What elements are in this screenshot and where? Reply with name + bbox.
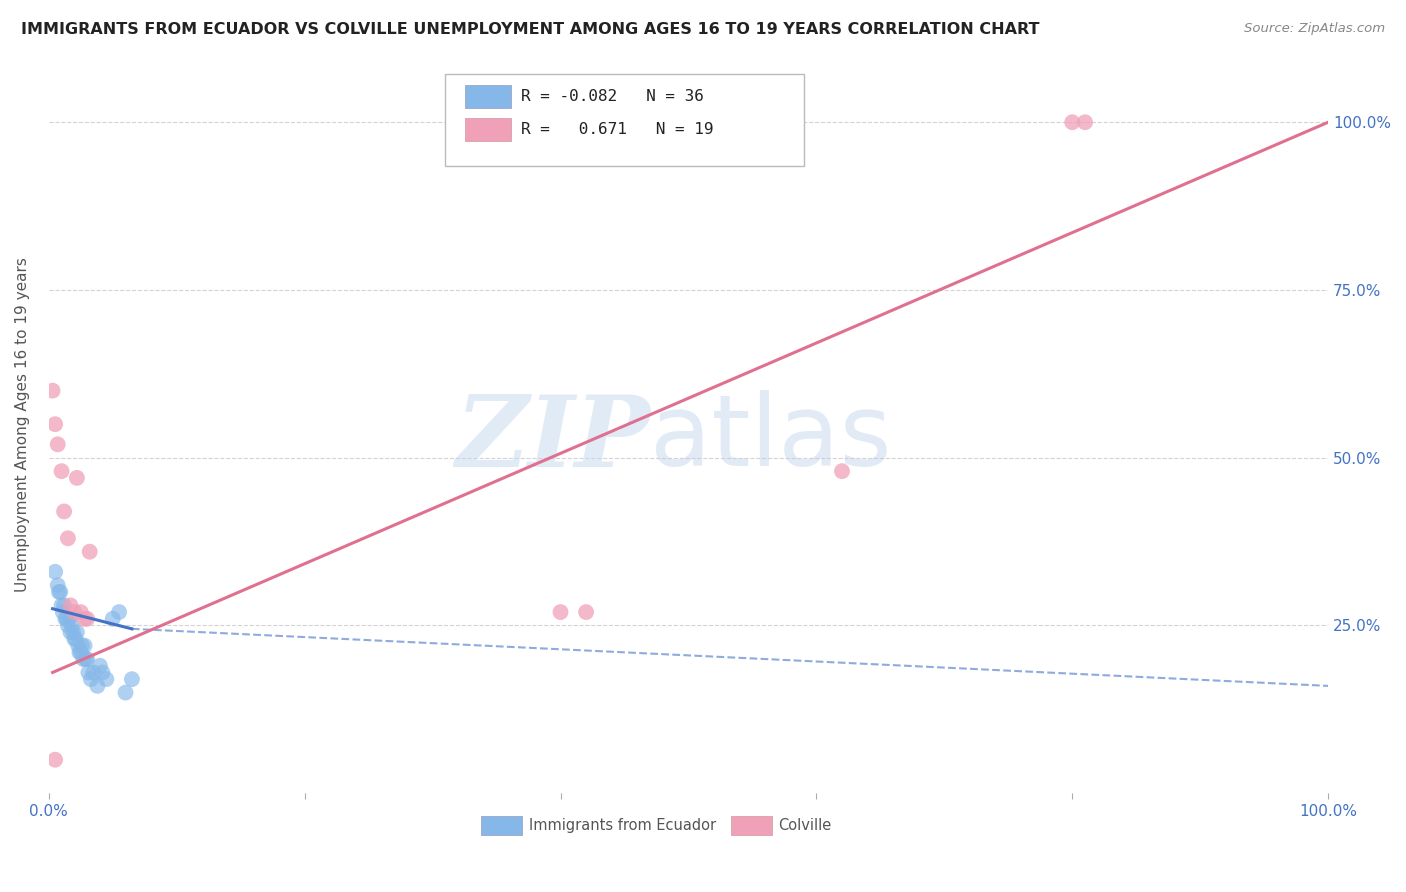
Point bbox=[56, 618, 79, 632]
Point bbox=[44, 417, 66, 432]
Point bbox=[101, 612, 124, 626]
Point bbox=[121, 672, 143, 686]
Point bbox=[62, 625, 84, 640]
Point bbox=[66, 471, 89, 485]
Point bbox=[1062, 115, 1084, 129]
Y-axis label: Unemployment Among Ages 16 to 19 years: Unemployment Among Ages 16 to 19 years bbox=[15, 257, 30, 591]
FancyBboxPatch shape bbox=[464, 118, 510, 142]
Point bbox=[58, 612, 80, 626]
Point bbox=[73, 639, 96, 653]
Point bbox=[79, 544, 101, 558]
Text: R = -0.082   N = 36: R = -0.082 N = 36 bbox=[520, 89, 704, 104]
Point bbox=[56, 531, 79, 545]
Text: R =   0.671   N = 19: R = 0.671 N = 19 bbox=[520, 122, 713, 137]
Point bbox=[72, 652, 94, 666]
Point bbox=[80, 672, 103, 686]
Point bbox=[59, 599, 82, 613]
Point bbox=[108, 605, 131, 619]
Point bbox=[83, 665, 105, 680]
Point bbox=[41, 384, 63, 398]
Point bbox=[65, 632, 87, 646]
Point bbox=[53, 504, 76, 518]
Text: IMMIGRANTS FROM ECUADOR VS COLVILLE UNEMPLOYMENT AMONG AGES 16 TO 19 YEARS CORRE: IMMIGRANTS FROM ECUADOR VS COLVILLE UNEM… bbox=[21, 22, 1039, 37]
Point bbox=[52, 605, 75, 619]
Point bbox=[67, 639, 90, 653]
Point bbox=[76, 652, 98, 666]
FancyBboxPatch shape bbox=[464, 85, 510, 108]
Point bbox=[575, 605, 598, 619]
Point bbox=[66, 625, 89, 640]
FancyBboxPatch shape bbox=[731, 816, 772, 835]
FancyBboxPatch shape bbox=[446, 74, 804, 166]
Text: ZIP: ZIP bbox=[456, 391, 650, 487]
Point bbox=[1074, 115, 1097, 129]
Point bbox=[63, 632, 86, 646]
Point bbox=[55, 612, 77, 626]
Text: Source: ZipAtlas.com: Source: ZipAtlas.com bbox=[1244, 22, 1385, 36]
Point bbox=[51, 599, 73, 613]
Text: atlas: atlas bbox=[650, 391, 891, 487]
Point bbox=[53, 599, 76, 613]
Text: Colville: Colville bbox=[778, 818, 831, 833]
Point bbox=[60, 618, 83, 632]
Point bbox=[86, 679, 108, 693]
Point bbox=[73, 612, 96, 626]
Point bbox=[63, 605, 86, 619]
Point bbox=[44, 565, 66, 579]
Text: Immigrants from Ecuador: Immigrants from Ecuador bbox=[529, 818, 716, 833]
Point bbox=[91, 665, 114, 680]
Point bbox=[49, 585, 72, 599]
Point bbox=[89, 658, 111, 673]
Point bbox=[70, 639, 93, 653]
Point bbox=[69, 645, 91, 659]
Point bbox=[75, 652, 97, 666]
Point bbox=[77, 665, 100, 680]
Point bbox=[51, 464, 73, 478]
FancyBboxPatch shape bbox=[481, 816, 522, 835]
Point bbox=[76, 612, 98, 626]
Point bbox=[69, 605, 91, 619]
Point bbox=[46, 578, 69, 592]
Point bbox=[59, 625, 82, 640]
Point bbox=[550, 605, 572, 619]
Point bbox=[831, 464, 853, 478]
Point bbox=[96, 672, 118, 686]
Point bbox=[44, 753, 66, 767]
Point bbox=[48, 585, 70, 599]
Point bbox=[46, 437, 69, 451]
Point bbox=[69, 645, 91, 659]
Point bbox=[55, 612, 77, 626]
Point bbox=[114, 685, 136, 699]
